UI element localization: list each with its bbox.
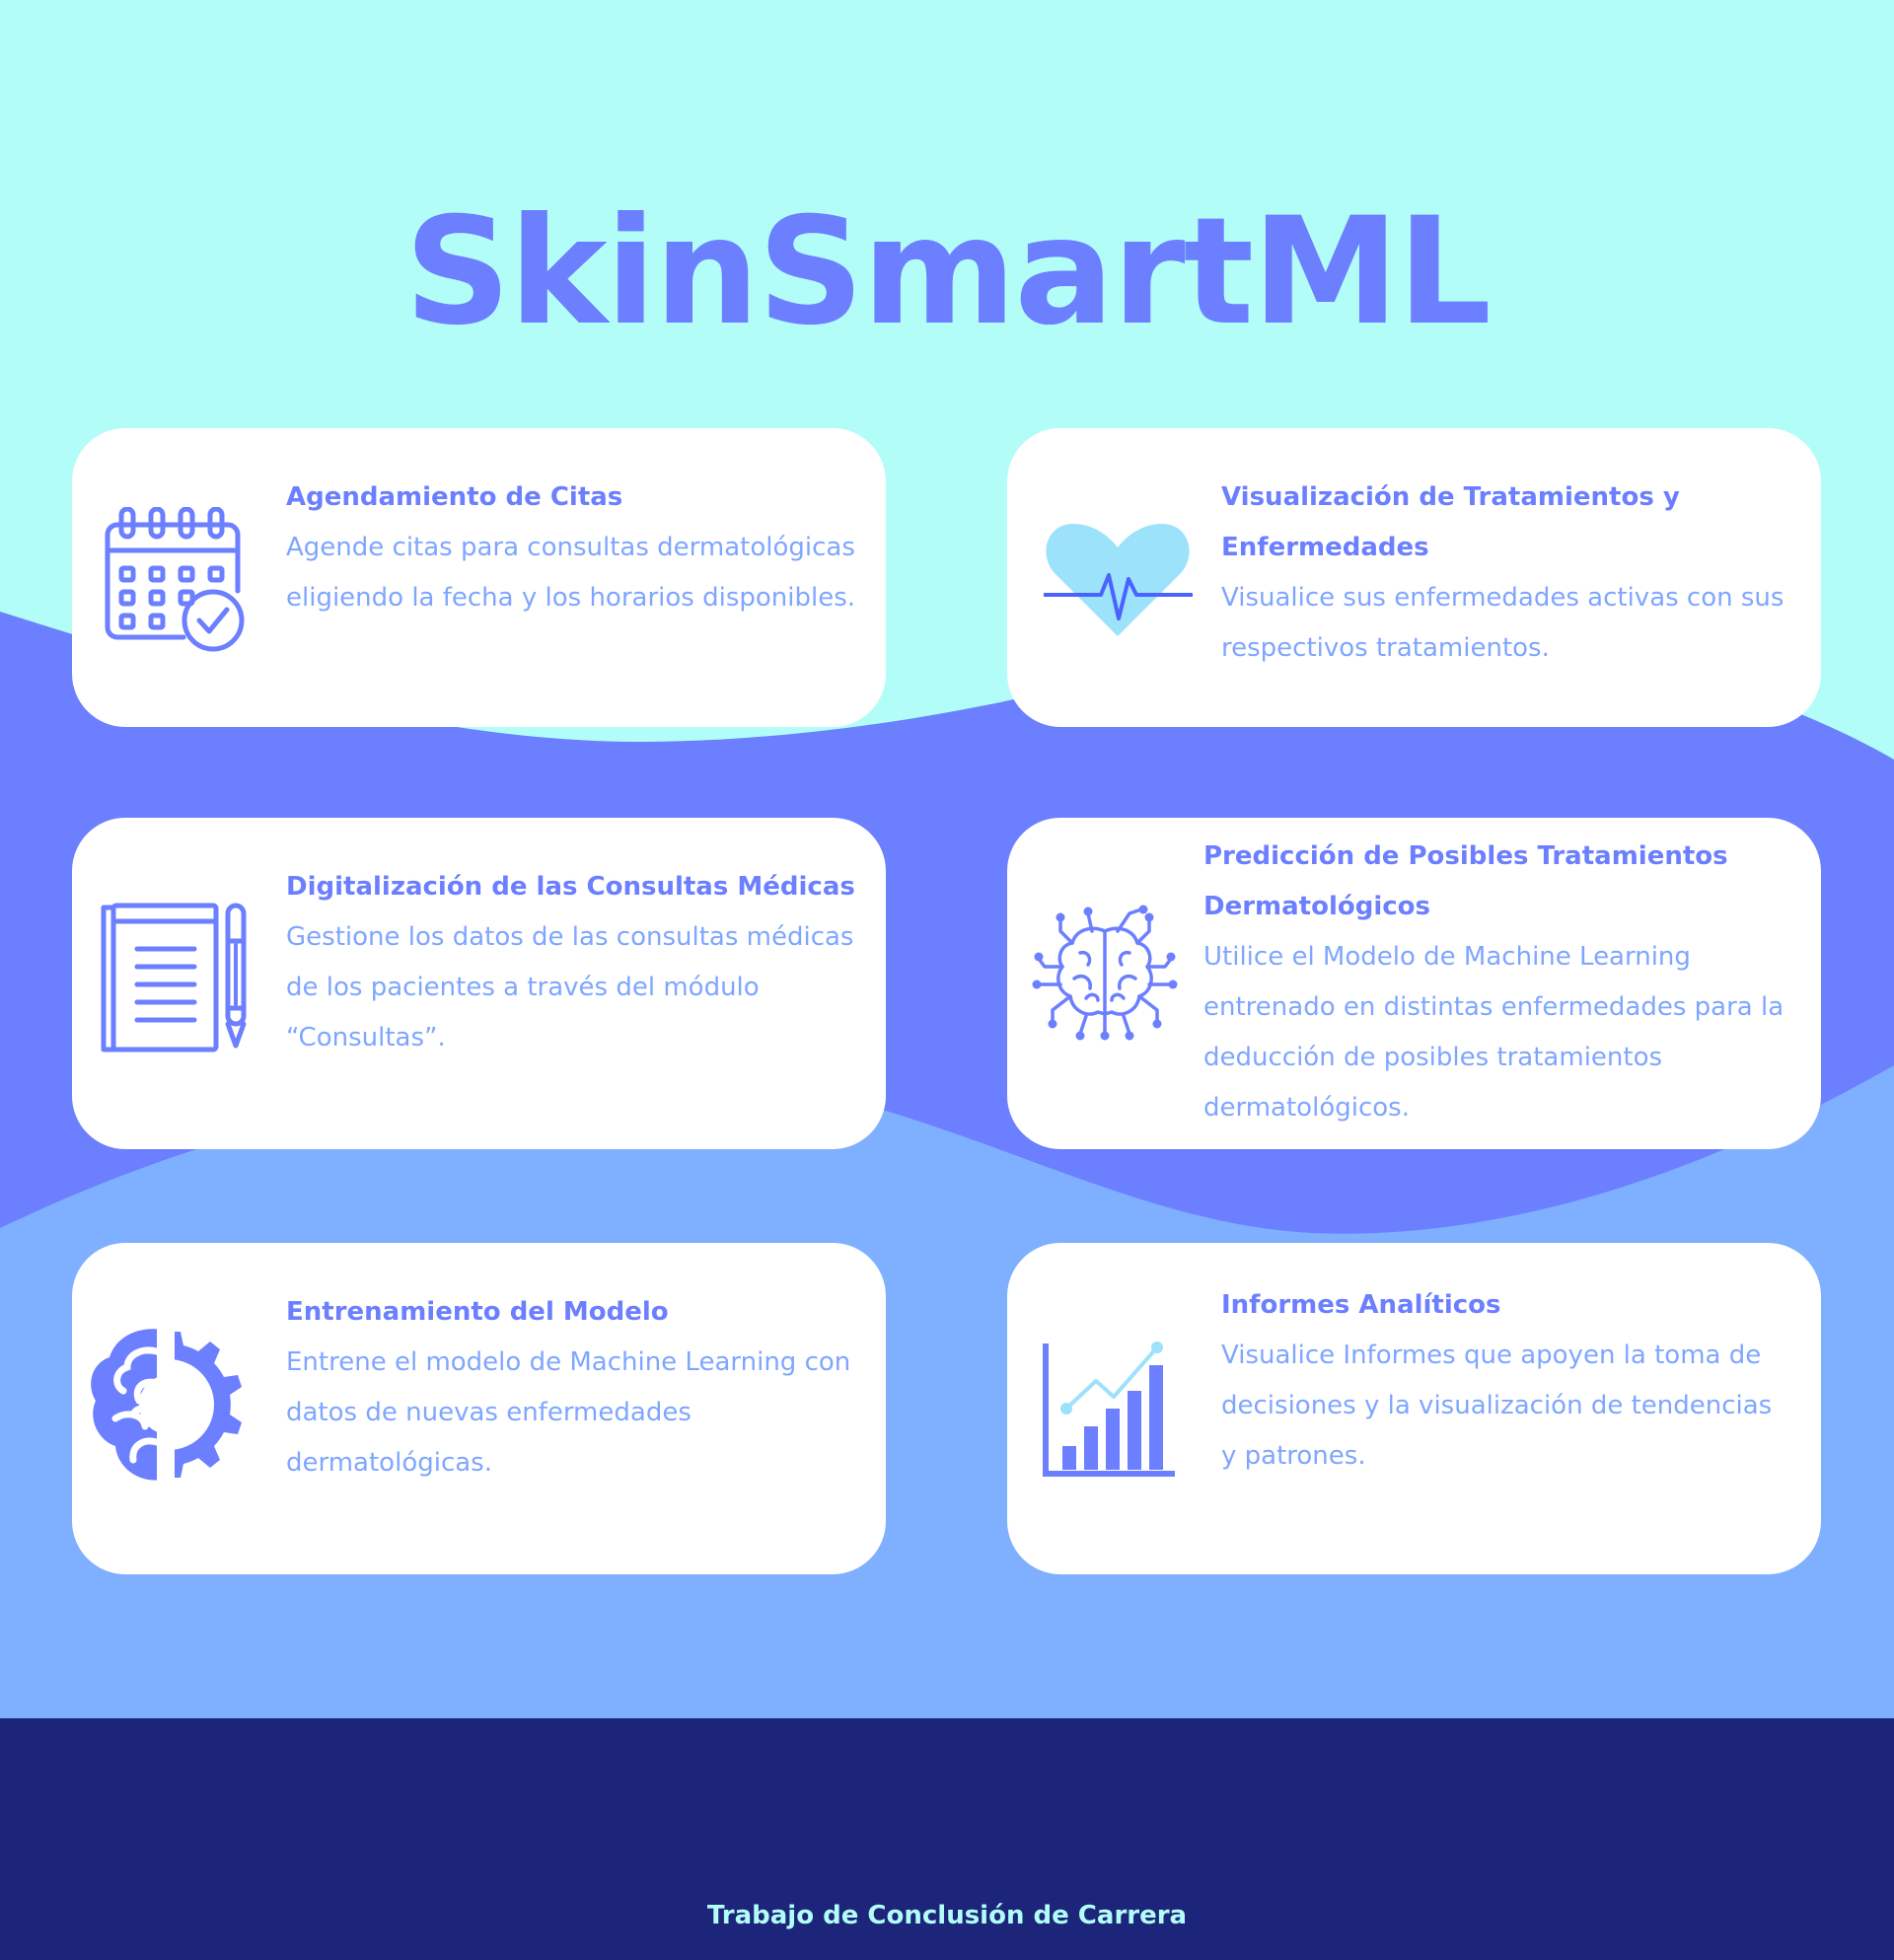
card-text: Predicción de Posibles Tratamientos Derm… — [1203, 832, 1793, 1133]
footer-text: Trabajo de Conclusión de Carrera — [706, 1901, 1188, 1930]
card-description: Utilice el Modelo de Machine Learning en… — [1203, 942, 1785, 1123]
notebook-pen-icon — [100, 902, 248, 1058]
card-description: Agende citas para consultas dermatológic… — [286, 533, 856, 613]
footer-band — [0, 1718, 1894, 1960]
card-description: Visualice sus enfermedades activas con s… — [1221, 583, 1785, 663]
card-title: Entrenamiento del Modelo — [286, 1297, 669, 1327]
feature-card-training: Entrenamiento del Modelo Entrene el mode… — [72, 1243, 886, 1574]
brain-gear-icon — [88, 1324, 255, 1490]
card-text: Agendamiento de Citas Agende citas para … — [286, 472, 858, 623]
analytics-chart-icon — [1041, 1342, 1179, 1484]
card-title: Informes Analíticos — [1221, 1290, 1501, 1320]
feature-card-appointments: Agendamiento de Citas Agende citas para … — [72, 428, 886, 727]
card-title: Visualización de Tratamientos y Enfermed… — [1221, 482, 1680, 562]
card-text: Visualización de Tratamientos y Enfermed… — [1221, 472, 1793, 674]
card-description: Visualice Informes que apoyen la toma de… — [1221, 1341, 1773, 1471]
card-title: Agendamiento de Citas — [286, 482, 623, 512]
page-title: SkinSmartML — [403, 186, 1492, 358]
card-text: Entrenamiento del Modelo Entrene el mode… — [286, 1287, 858, 1488]
feature-card-consultations: Digitalización de las Consultas Médicas … — [72, 818, 886, 1149]
card-description: Gestione los datos de las consultas médi… — [286, 922, 854, 1053]
card-title: Digitalización de las Consultas Médicas — [286, 872, 855, 902]
feature-card-treatments: Visualización de Tratamientos y Enfermed… — [1007, 428, 1821, 727]
feature-card-reports: Informes Analíticos Visualice Informes q… — [1007, 1243, 1821, 1574]
card-text: Digitalización de las Consultas Médicas … — [286, 862, 858, 1063]
feature-card-prediction: Predicción de Posibles Tratamientos Derm… — [1007, 818, 1821, 1149]
heartbeat-icon — [1042, 522, 1195, 644]
circuit-brain-icon — [1031, 902, 1179, 1053]
calendar-check-icon — [100, 506, 248, 659]
card-text: Informes Analíticos Visualice Informes q… — [1221, 1280, 1793, 1482]
card-description: Entrene el modelo de Machine Learning co… — [286, 1347, 851, 1478]
card-title: Predicción de Posibles Tratamientos Derm… — [1203, 841, 1728, 921]
